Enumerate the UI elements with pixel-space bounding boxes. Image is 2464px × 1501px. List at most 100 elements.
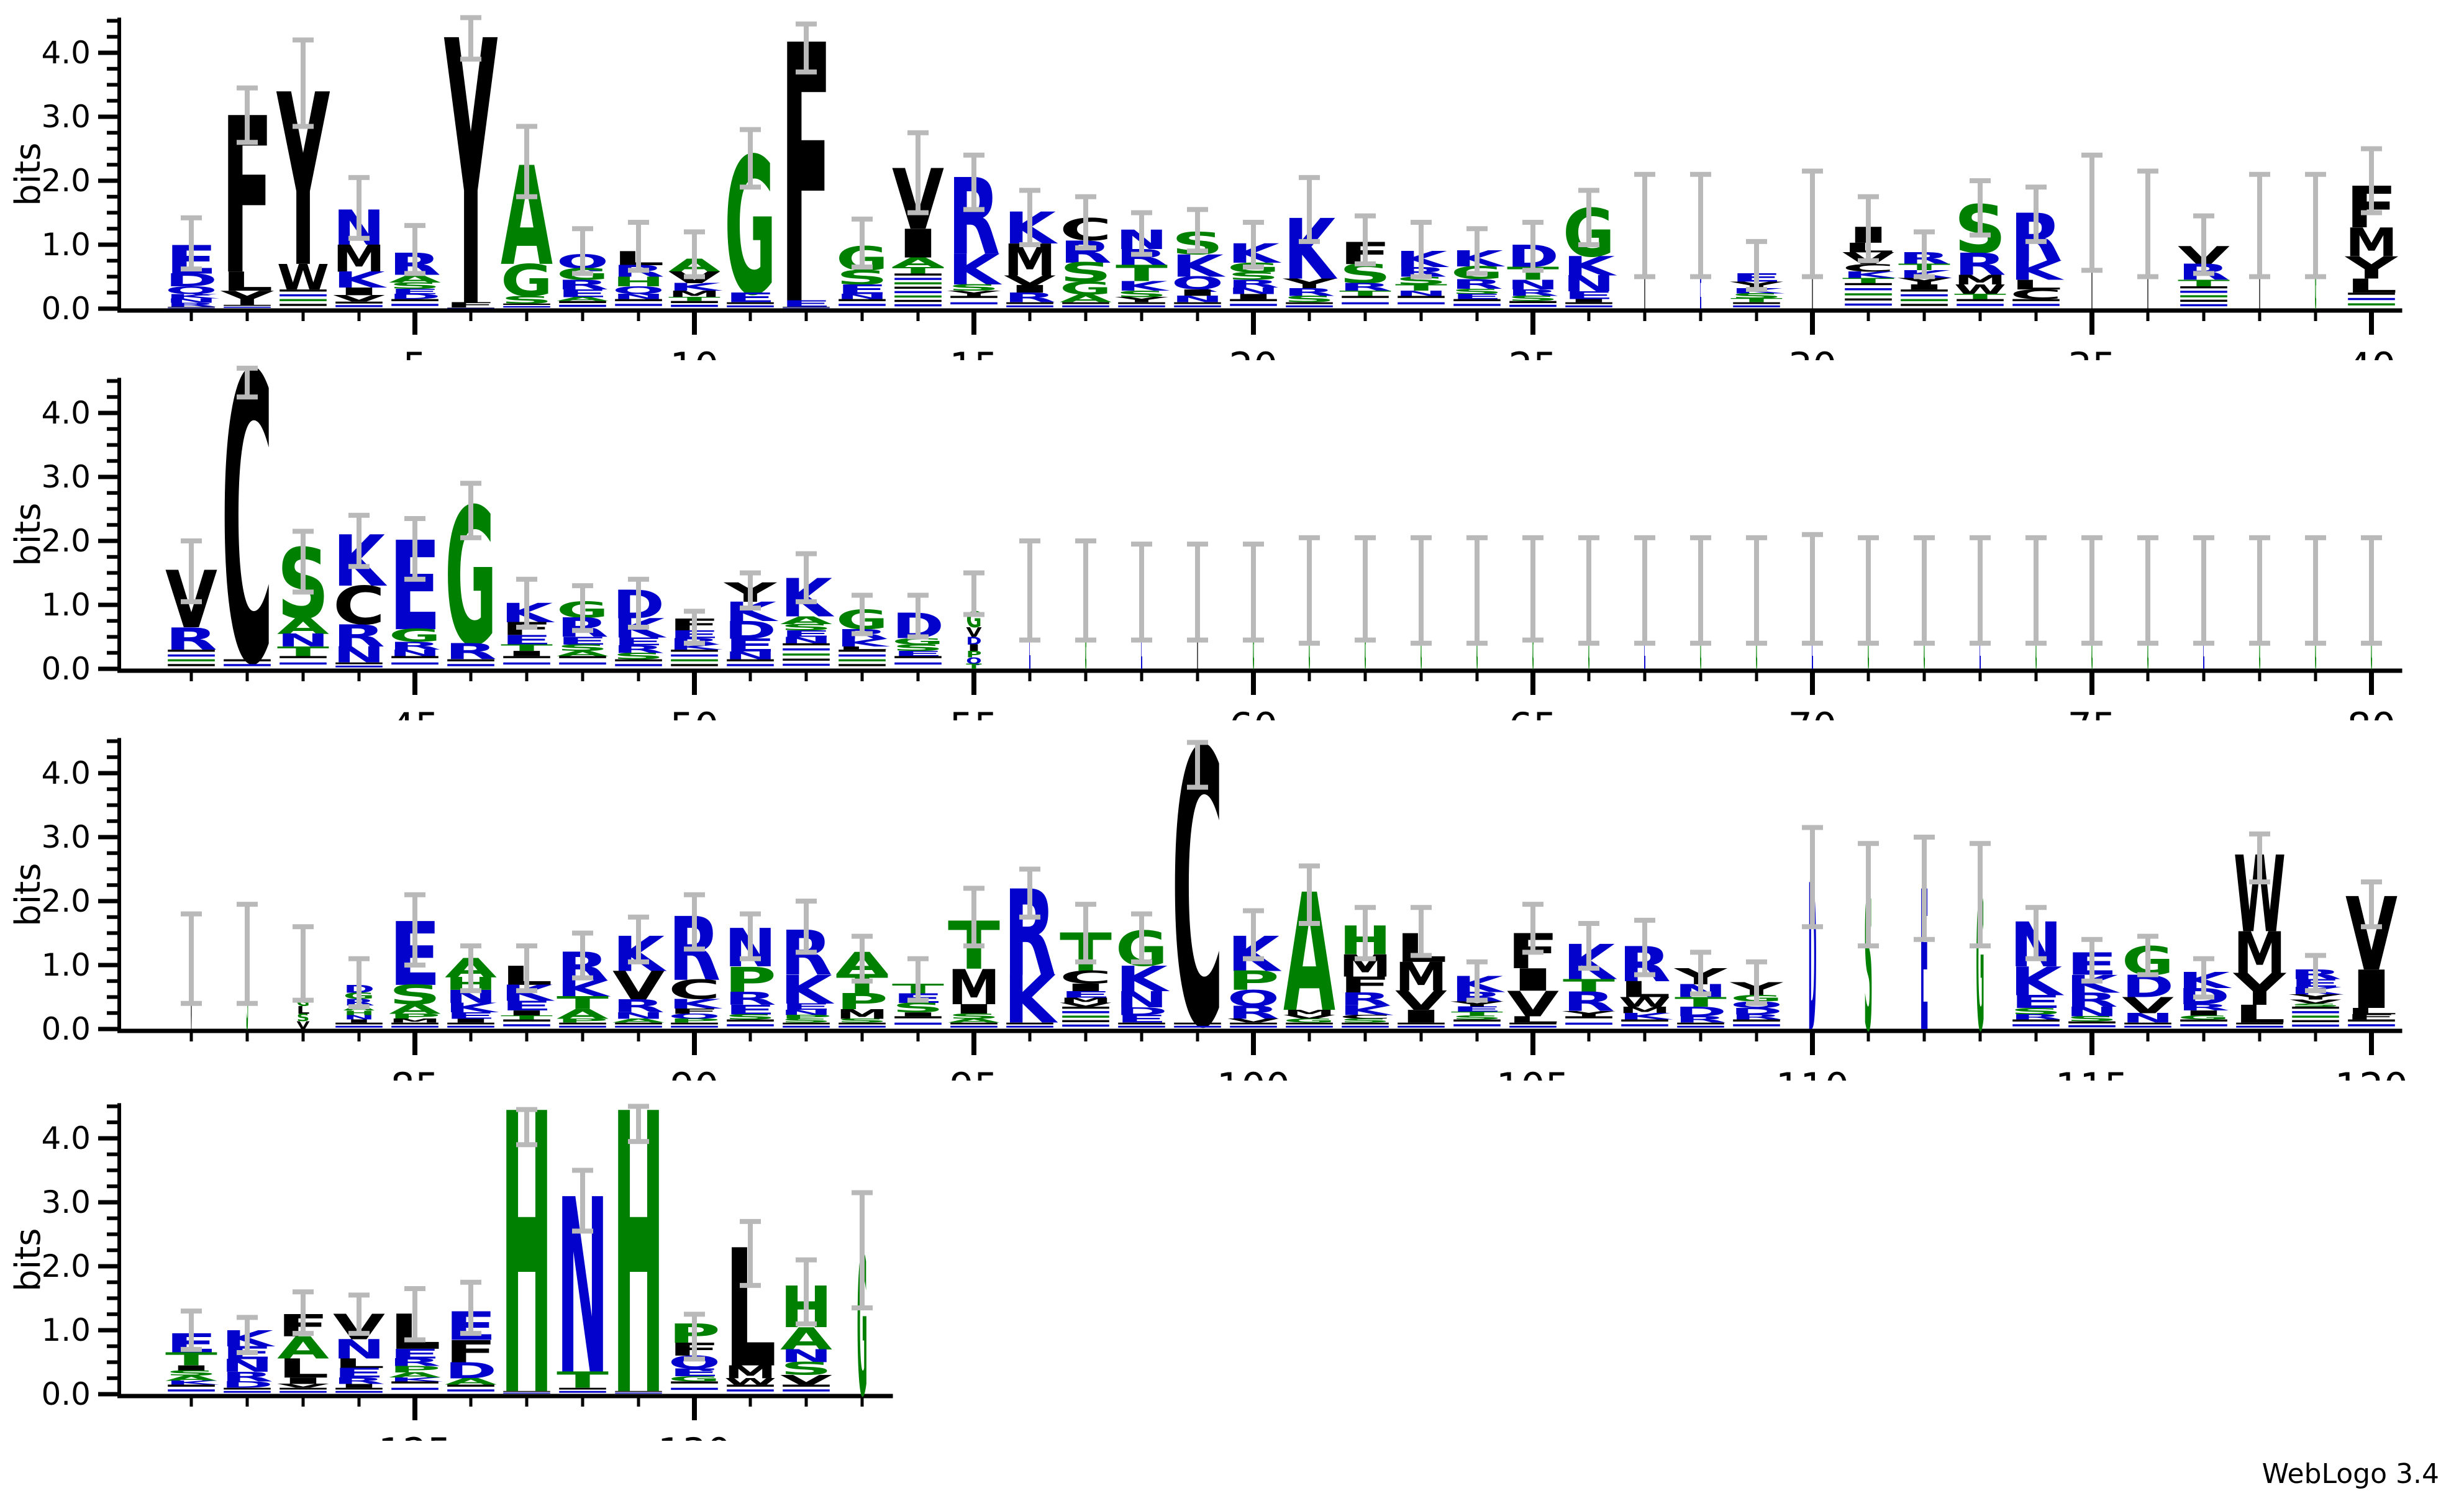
logo-letter-V-105: V xyxy=(1507,984,1559,1025)
logo-letter-G-39: G xyxy=(2315,232,2317,329)
logo-letter-L-105: L xyxy=(1507,1015,1559,1025)
logo-row-4: 0.01.02.03.04.0bits125130ETISAKKENRDFALI… xyxy=(8,1081,893,1441)
logo-letter-D-1: D xyxy=(165,270,217,291)
svg-text:90: 90 xyxy=(670,1064,719,1081)
logo-letter-P-90: P xyxy=(668,1018,721,1024)
logo-letter-I-32: I xyxy=(1898,283,1950,291)
logo-letter-I-14: I xyxy=(892,221,944,267)
logo-letter-K-10: K xyxy=(668,281,723,294)
svg-text:100: 100 xyxy=(1217,1064,1290,1081)
logo-letter-M-103: M xyxy=(1395,955,1447,1000)
logo-letter-W-131: W xyxy=(724,1376,776,1386)
svg-text:20: 20 xyxy=(1229,344,1278,360)
logo-letter-S-115: S xyxy=(2066,1015,2118,1023)
logo-letter-S-92: S xyxy=(780,1018,832,1024)
svg-text:4.0: 4.0 xyxy=(41,395,91,431)
logo-letter-P-88: P xyxy=(557,1018,609,1024)
logo-letter-N-43: N xyxy=(277,630,329,651)
svg-text:30: 30 xyxy=(1788,344,1837,360)
logo-letter-M-4: M xyxy=(333,237,385,280)
logo-letter-H-9: H xyxy=(612,274,665,289)
logo-letter-K-90: K xyxy=(668,996,723,1012)
svg-text:65: 65 xyxy=(1509,704,1558,720)
y-axis-label: bits xyxy=(8,143,48,206)
logo-letter-N-51: N xyxy=(724,650,776,662)
logo-letter-T-10: T xyxy=(668,296,721,302)
svg-text:3.0: 3.0 xyxy=(41,1184,91,1220)
logo-letter-N-9: N xyxy=(612,292,665,301)
svg-text:120: 120 xyxy=(2335,1064,2408,1081)
logo-letter-R-8: R xyxy=(557,277,609,292)
logo-letter-R-114: R xyxy=(2010,1013,2062,1021)
logo-letter-R-117: R xyxy=(2178,1002,2230,1012)
logo-letter-K-50: K xyxy=(668,643,723,651)
logo-letter-I-105: I xyxy=(1507,963,1559,998)
logo-letter-Y-2: Y xyxy=(220,287,275,309)
logo-letter-S-83: S xyxy=(297,1012,310,1024)
logo-letter-S-7: S xyxy=(501,294,553,306)
logo-letter-M-85: M xyxy=(389,1018,441,1024)
logo-letter-L-123: L xyxy=(277,1353,329,1384)
logo-letter-V-116: V xyxy=(2122,993,2174,1018)
logo-letter-E-130: E xyxy=(668,1367,721,1379)
logo-letter-G-133: G xyxy=(857,1215,868,1440)
y-axis-label: bits xyxy=(8,503,48,566)
logo-letter-P-100: P xyxy=(1227,966,1280,996)
svg-text:130: 130 xyxy=(658,1430,731,1441)
logo-letter-R-44: R xyxy=(333,619,385,654)
logo-letter-R-1: R xyxy=(165,302,217,308)
logo-letter-S-18: S xyxy=(1116,289,1168,299)
svg-text:15: 15 xyxy=(950,344,999,360)
logo-letter-N-92: N xyxy=(780,1009,832,1017)
logo-letter-K-125: K xyxy=(389,1377,443,1383)
logo-letter-V-4: V xyxy=(333,294,385,304)
logo-letter-E-48: E xyxy=(557,635,609,647)
svg-text:2.0: 2.0 xyxy=(41,1248,91,1284)
logo-letter-I-120: I xyxy=(2345,959,2398,1021)
logo-letter-A-123: A xyxy=(277,1330,329,1366)
logo-letter-S-114: S xyxy=(2010,1006,2062,1016)
svg-text:2.0: 2.0 xyxy=(41,883,91,919)
logo-letter-I-94: I xyxy=(892,1012,944,1018)
svg-text:50: 50 xyxy=(670,704,719,720)
logo-letter-K-26: K xyxy=(1563,251,1617,281)
svg-text:1.0: 1.0 xyxy=(41,587,91,623)
logo-letter-L-124: L xyxy=(333,1356,385,1371)
logo-letter-S-93: S xyxy=(836,1018,888,1024)
logo-letter-K-121: K xyxy=(165,1380,220,1386)
weblogo-version-label: WebLogo 3.4 xyxy=(2262,1458,2439,1490)
svg-text:40: 40 xyxy=(2347,344,2396,360)
logo-letter-A-88: A xyxy=(557,1007,609,1022)
logo-letter-S-132: S xyxy=(780,1359,832,1379)
logo-letter-E-86: E xyxy=(445,1010,497,1020)
logo-letter-E-124: E xyxy=(333,1366,385,1381)
logo-letter-S-15: S xyxy=(948,283,1000,292)
logo-letter-S-48: S xyxy=(557,643,609,653)
logo-letter-A-8: A xyxy=(557,296,609,302)
logo-letter-M-40: M xyxy=(2345,220,2398,266)
logo-letter-A-85: A xyxy=(389,1002,441,1017)
logo-letter-S-102: S xyxy=(1339,1018,1391,1024)
logo-letter-A-126: A xyxy=(445,1376,497,1386)
logo-letter-D-126: D xyxy=(445,1358,497,1384)
logo-letter-S-20: S xyxy=(1227,270,1280,283)
logo-letter-E-98: E xyxy=(1116,1013,1168,1025)
logo-letter-E-51: E xyxy=(724,635,776,656)
logo-letter-W-107: W xyxy=(1619,994,1671,1010)
logo-letter-N-26: N xyxy=(1563,271,1615,297)
logo-letter-T-23: T xyxy=(1395,283,1447,292)
logo-letter-T-104: T xyxy=(1451,1010,1503,1017)
logo-letter-E-97: E xyxy=(1060,989,1112,999)
logo-letter-K-1: K xyxy=(165,292,220,300)
logo-letter-R-91: R xyxy=(724,989,776,1009)
logo-letter-I-26: I xyxy=(1563,298,1615,303)
logo-letter-M-131: M xyxy=(724,1362,776,1382)
logo-letter-I-87: I xyxy=(501,1009,553,1017)
logo-letter-P-93: P xyxy=(836,989,888,1015)
logo-letter-A-52: A xyxy=(780,614,833,627)
svg-text:110: 110 xyxy=(1776,1064,1849,1081)
logo-letter-E-125: E xyxy=(389,1346,441,1362)
logo-letter-S-23: S xyxy=(1395,274,1447,287)
logo-letter-I-19: I xyxy=(1171,288,1224,297)
svg-text:80: 80 xyxy=(2347,704,2396,720)
